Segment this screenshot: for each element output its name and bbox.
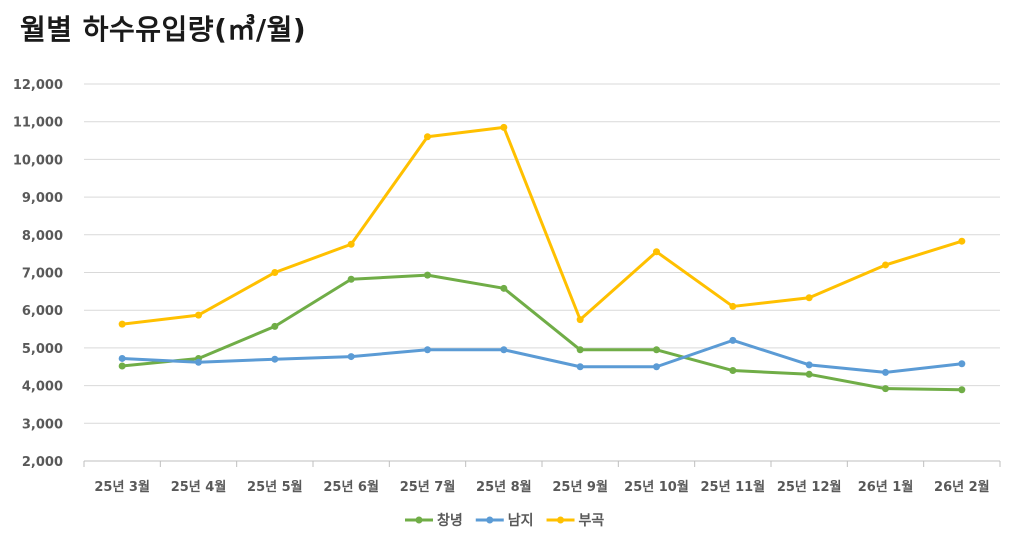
data-point xyxy=(424,133,431,141)
data-point xyxy=(958,360,966,368)
data-point xyxy=(882,368,889,376)
x-tick-label: 25년 3월 xyxy=(94,479,150,495)
data-point xyxy=(576,363,584,371)
x-tick-label: 25년 9월 xyxy=(552,479,608,495)
data-point xyxy=(500,123,508,131)
data-point xyxy=(576,316,584,324)
x-tick-label: 25년 12월 xyxy=(777,479,842,495)
x-tick-label: 25년 5월 xyxy=(247,479,303,495)
data-point xyxy=(653,346,660,354)
data-point xyxy=(500,284,508,292)
y-tick-label: 7,000 xyxy=(22,267,63,282)
x-tick-label: 25년 10월 xyxy=(624,479,689,495)
data-point xyxy=(424,271,431,279)
data-point xyxy=(118,320,126,328)
data-point xyxy=(805,294,813,302)
data-point xyxy=(195,358,202,366)
y-tick-label: 3,000 xyxy=(22,417,63,432)
data-point xyxy=(500,346,508,354)
data-point xyxy=(271,355,279,363)
legend-marker xyxy=(415,516,423,524)
legend-label: 부곡 xyxy=(579,513,605,529)
legend-label: 창녕 xyxy=(437,512,463,529)
y-tick-label: 12,000 xyxy=(13,78,63,93)
data-point xyxy=(118,354,126,362)
chart-title: 월별 하수유입량(㎥/월) xyxy=(20,13,307,46)
data-point xyxy=(347,240,355,248)
data-point xyxy=(805,361,813,369)
x-tick-label: 26년 2월 xyxy=(934,479,990,495)
legend-marker xyxy=(486,516,494,524)
data-point xyxy=(882,385,889,393)
data-point xyxy=(424,346,431,354)
data-point xyxy=(729,367,737,375)
data-point xyxy=(347,353,355,361)
data-point xyxy=(729,302,737,310)
data-point xyxy=(271,322,279,330)
data-point xyxy=(805,370,813,378)
y-tick-label: 4,000 xyxy=(22,380,63,395)
data-point xyxy=(653,248,660,256)
data-point xyxy=(958,386,966,394)
y-tick-label: 2,000 xyxy=(22,455,63,470)
data-point xyxy=(576,346,584,354)
data-point xyxy=(271,269,279,276)
legend-label: 남지 xyxy=(508,512,534,529)
y-tick-label: 11,000 xyxy=(13,116,63,131)
data-point xyxy=(882,261,889,269)
data-point xyxy=(347,275,355,283)
data-point xyxy=(195,311,202,319)
series-line-창녕 xyxy=(122,273,962,392)
x-tick-label: 25년 8월 xyxy=(476,479,532,495)
y-tick-label: 10,000 xyxy=(13,153,63,168)
series-line-남지 xyxy=(122,338,963,374)
data-point xyxy=(958,237,966,245)
data-point xyxy=(118,362,126,370)
y-tick-label: 9,000 xyxy=(22,191,63,206)
x-tick-label: 25년 11월 xyxy=(701,479,766,495)
y-tick-label: 8,000 xyxy=(22,229,63,244)
y-tick-label: 5,000 xyxy=(22,342,63,357)
legend-marker xyxy=(557,516,565,524)
data-point xyxy=(653,363,660,371)
series-line-부곡 xyxy=(121,125,963,326)
x-tick-label: 26년 1월 xyxy=(858,479,914,495)
x-tick-label: 25년 7월 xyxy=(400,479,456,495)
x-tick-label: 25년 6월 xyxy=(323,479,379,495)
data-point xyxy=(729,336,737,344)
y-tick-label: 6,000 xyxy=(22,304,63,319)
x-tick-label: 25년 4월 xyxy=(171,479,227,495)
